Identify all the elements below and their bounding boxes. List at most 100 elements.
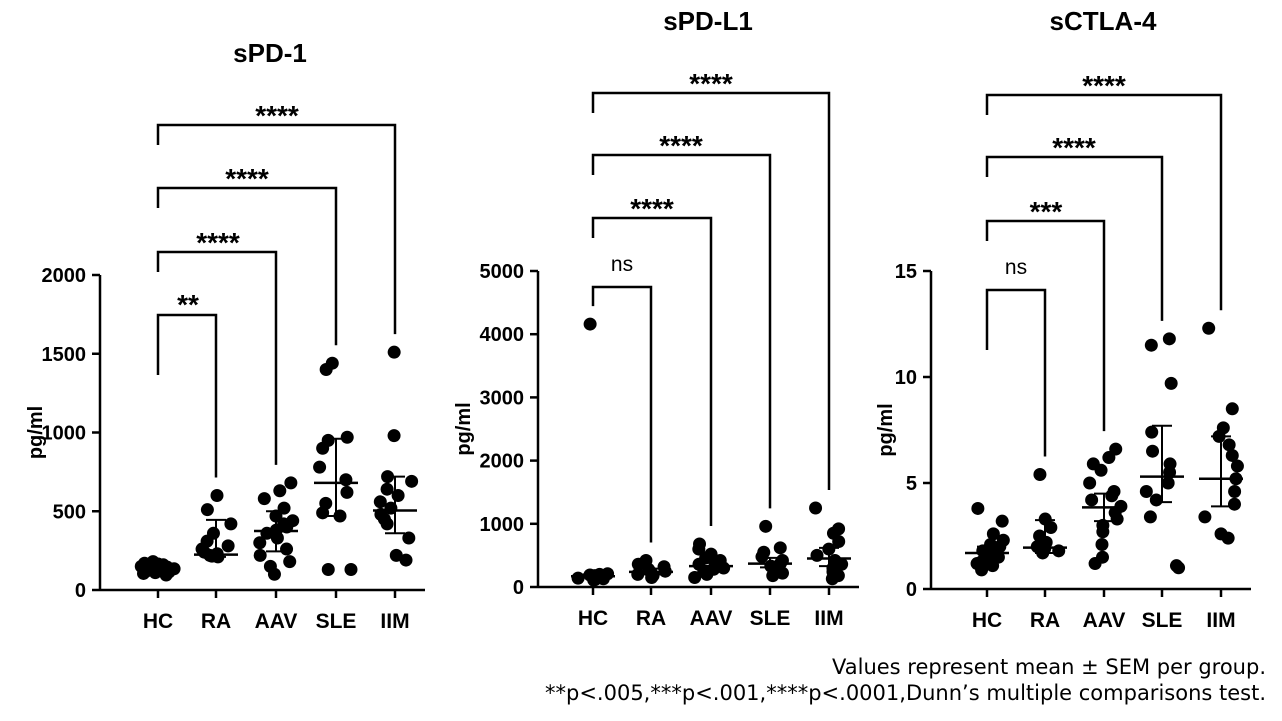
data-point [571, 571, 585, 585]
data-point [313, 460, 327, 474]
data-point [1216, 421, 1230, 435]
data-point [810, 548, 824, 562]
data-point [1095, 537, 1109, 551]
data-point [391, 489, 405, 502]
significance-label: **** [225, 163, 269, 194]
x-tick-label: SLE [750, 607, 791, 630]
data-point [1198, 510, 1212, 524]
data-point [321, 563, 335, 577]
data-point [340, 430, 354, 444]
data-point [1109, 442, 1123, 456]
significance-bracket [156, 186, 338, 346]
data-point [1038, 512, 1052, 526]
data-point [399, 553, 413, 567]
y-tick-label: 2000 [480, 451, 525, 473]
x-tick-label: RA [1030, 609, 1060, 632]
data-point [339, 473, 353, 487]
significance-label: **** [1052, 132, 1096, 163]
significance-label: **** [1082, 70, 1126, 101]
significance-bracket [591, 153, 772, 509]
x-tick-label: AAV [690, 607, 733, 630]
y-tick-label: 2000 [42, 265, 87, 287]
y-axis-label: pg/ml [25, 406, 47, 459]
significance-label: ** [177, 289, 199, 320]
footnote-significance: **p<.005,***p<.001,****p<.0001,Dunn’s mu… [545, 681, 1266, 705]
data-point [828, 553, 842, 567]
data-point [1161, 476, 1175, 490]
data-point [1228, 484, 1242, 498]
data-point [284, 476, 298, 490]
data-point [713, 553, 727, 567]
data-point [206, 526, 220, 540]
data-point [1202, 321, 1216, 335]
data-point [380, 482, 394, 496]
data-point [583, 317, 597, 331]
data-point [1162, 332, 1176, 346]
data-point [263, 559, 277, 573]
y-tick-label: 5 [906, 473, 917, 495]
x-tick-label: HC [972, 609, 1002, 632]
significance-bracket [156, 250, 278, 465]
data-point [321, 433, 335, 447]
data-point [1139, 484, 1153, 498]
y-tick-label: 0 [75, 580, 86, 602]
significance-bracket [985, 288, 1047, 457]
data-point [1095, 550, 1109, 564]
data-point [387, 345, 401, 359]
data-point [995, 514, 1009, 528]
data-point [200, 503, 214, 517]
y-tick-label: 15 [895, 261, 917, 283]
data-point [405, 474, 419, 488]
y-axis-label: pg/ml [453, 402, 475, 455]
y-tick-label: 0 [906, 579, 917, 601]
data-point [1033, 529, 1047, 543]
y-tick-label: 1000 [42, 423, 87, 445]
y-axis-label: pg/ml [875, 403, 897, 456]
data-point [253, 536, 267, 550]
data-point [1144, 338, 1158, 352]
data-point [1164, 376, 1178, 390]
data-point [253, 548, 267, 562]
data-point [344, 563, 358, 577]
data-point [387, 429, 401, 443]
data-point [402, 531, 416, 545]
data-point [1107, 484, 1121, 498]
data-point [971, 501, 985, 515]
data-point [832, 522, 846, 536]
x-tick-label: SLE [1142, 609, 1183, 632]
x-tick-label: IIM [1206, 609, 1235, 632]
significance-label: *** [1030, 196, 1063, 227]
data-point [286, 514, 300, 528]
data-point [1225, 448, 1239, 462]
significance-bracket [591, 285, 653, 543]
data-point [657, 560, 671, 574]
x-tick-label: SLE [316, 610, 357, 633]
chart-title: sPD-L1 [663, 6, 753, 36]
y-tick-label: 0 [513, 577, 524, 599]
data-point [257, 492, 271, 506]
data-point [325, 356, 339, 370]
x-tick-label: IIM [380, 610, 409, 633]
x-tick-label: AAV [1083, 609, 1126, 632]
significance-label: **** [196, 227, 240, 258]
data-point [1214, 527, 1228, 541]
data-point [639, 553, 653, 567]
data-point [601, 567, 615, 581]
y-tick-label: 1500 [42, 344, 87, 366]
chart-panel-2: sPD-L1 pg/ml 0 1000 2000 3000 4000 5000 HC RA AAV S… [453, 6, 859, 630]
data-point [1225, 402, 1239, 416]
data-point [704, 547, 718, 561]
significance-bracket [591, 216, 713, 527]
data-point [389, 548, 403, 562]
y-tick-label: 10 [895, 367, 917, 389]
data-point [1230, 459, 1244, 473]
data-point [210, 489, 224, 502]
data-point [1145, 425, 1159, 439]
y-tick-label: 5000 [480, 261, 525, 283]
data-point [224, 517, 238, 531]
significance-bracket [156, 123, 397, 335]
data-point [693, 537, 707, 551]
chart-panel-1: sPD-1 pg/ml 0 500 1000 1500 2000 HC RA AAV SLE IIM *… [25, 38, 425, 633]
